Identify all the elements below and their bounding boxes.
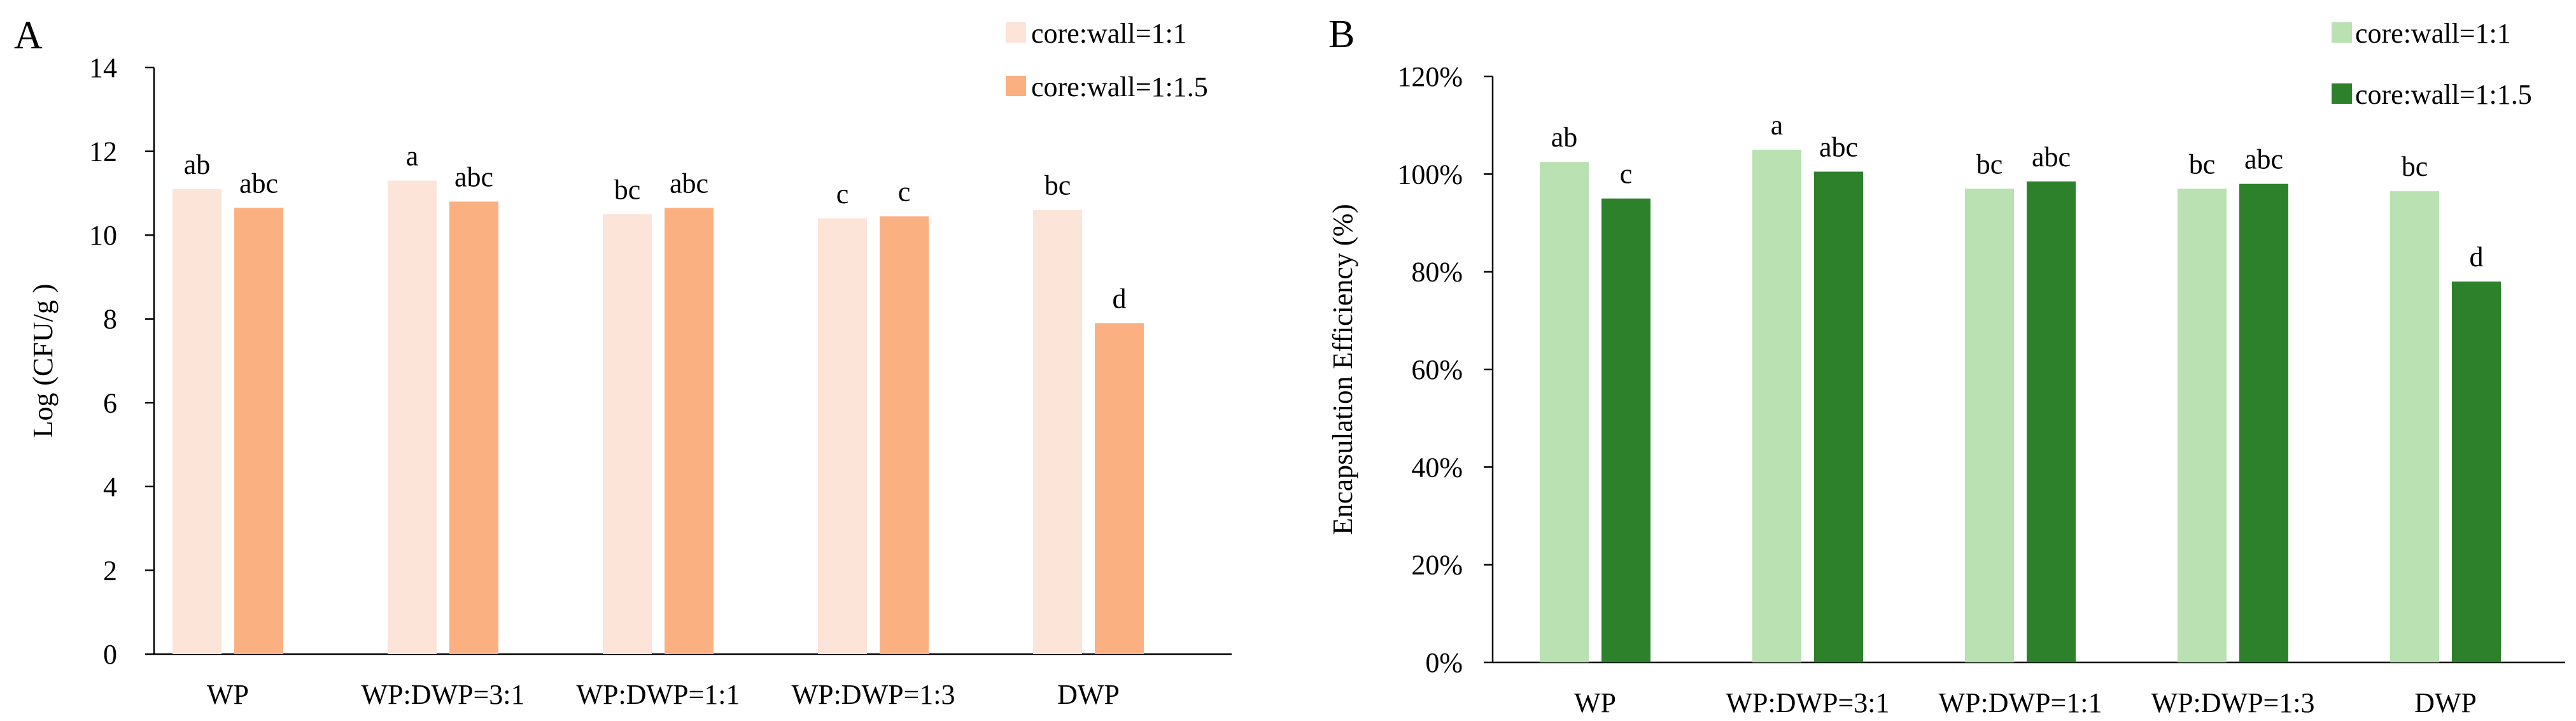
y-tick-label: 10 (89, 220, 117, 251)
x-tick-label: WP (207, 679, 249, 710)
y-tick-label: 6 (103, 387, 117, 418)
significance-letter: abc (454, 162, 493, 193)
x-tick-label: WP:DWP=1:3 (2151, 687, 2314, 718)
panel-b: B 0% 20% 40% 60% 80% 100% 120% Encapsulation Eff… (1327, 13, 2565, 718)
bar (449, 201, 498, 654)
bar (388, 180, 437, 654)
legend-label: core:wall=1:1.5 (1031, 71, 1208, 103)
significance-letter: bc (1976, 148, 2003, 180)
bar (172, 189, 222, 654)
bar (2390, 191, 2439, 663)
y-tick-label: 60% (1411, 354, 1463, 385)
y-tick-label: 4 (103, 471, 117, 503)
significance-letter: bc (2402, 151, 2428, 182)
bar (1095, 323, 1144, 654)
bar (234, 208, 283, 654)
bar (1540, 162, 1589, 662)
significance-letter: d (1113, 283, 1127, 314)
y-tick-label: 2 (103, 555, 117, 586)
y-axis-title: Log (CFU/g ) (27, 284, 59, 438)
y-axis-title: Encapsulation Efficiency (%) (1327, 204, 1358, 535)
significance-letter: abc (1819, 132, 1858, 163)
significance-letter: c (836, 178, 849, 210)
x-tick-label: WP:DWP=3:1 (1726, 687, 1889, 718)
legend-swatch (1006, 22, 1026, 43)
bar (1033, 210, 1082, 655)
legend-swatch (2332, 83, 2352, 104)
legend-label: core:wall=1:1.5 (2355, 79, 2532, 110)
y-tick-label: 8 (103, 304, 117, 335)
bar (818, 218, 867, 654)
legend-label: core:wall=1:1 (2355, 18, 2511, 49)
bar (1965, 189, 2014, 662)
y-tick-label: 100% (1397, 159, 1463, 190)
bar (1601, 198, 1650, 663)
significance-letter: abc (670, 168, 708, 199)
significance-letter: abc (2032, 141, 2071, 173)
significance-letter: bc (614, 174, 641, 205)
y-tick-label: 40% (1411, 452, 1463, 483)
y-tick-label: 12 (89, 136, 117, 168)
bar (2178, 189, 2227, 662)
panel-label: B (1328, 13, 1355, 56)
significance-letter: a (406, 141, 419, 172)
bar (603, 214, 652, 654)
bar (2027, 181, 2076, 662)
y-tick-label: 0 (103, 639, 117, 670)
bar (665, 208, 714, 654)
legend-label: core:wall=1:1 (1031, 18, 1187, 49)
significance-letter: c (1620, 159, 1633, 190)
panel-label: A (14, 14, 43, 57)
x-tick-label: WP:DWP=1:1 (1938, 687, 2102, 718)
y-tick-label: 14 (89, 52, 117, 83)
y-tick-label: 80% (1411, 257, 1463, 288)
x-tick-label: DWP (1057, 679, 1120, 710)
x-tick-label: WP:DWP=1:3 (791, 679, 955, 710)
significance-letter: c (898, 176, 911, 208)
y-tick-label: 0% (1425, 647, 1463, 678)
significance-letter: a (1771, 110, 1784, 141)
significance-letter: d (2470, 241, 2484, 273)
significance-letter: ab (1551, 122, 1578, 153)
x-tick-label: WP:DWP=3:1 (361, 679, 524, 710)
bar (880, 216, 929, 654)
significance-letter: abc (2244, 144, 2283, 175)
legend-swatch (1006, 76, 1026, 96)
y-tick-label: 120% (1397, 61, 1463, 92)
significance-letter: ab (184, 149, 211, 180)
x-tick-label: WP:DWP=1:1 (576, 679, 740, 710)
significance-letter: abc (239, 168, 278, 199)
bar (1814, 171, 1863, 662)
y-tick-label: 20% (1411, 550, 1463, 581)
bar (2239, 183, 2288, 663)
bar (2452, 282, 2501, 662)
significance-letter: bc (1045, 170, 1071, 201)
bar (1752, 150, 1801, 662)
x-tick-label: WP (1574, 687, 1616, 718)
legend-swatch (2332, 22, 2352, 43)
x-tick-label: DWP (2414, 687, 2477, 718)
significance-letter: bc (2189, 148, 2216, 180)
